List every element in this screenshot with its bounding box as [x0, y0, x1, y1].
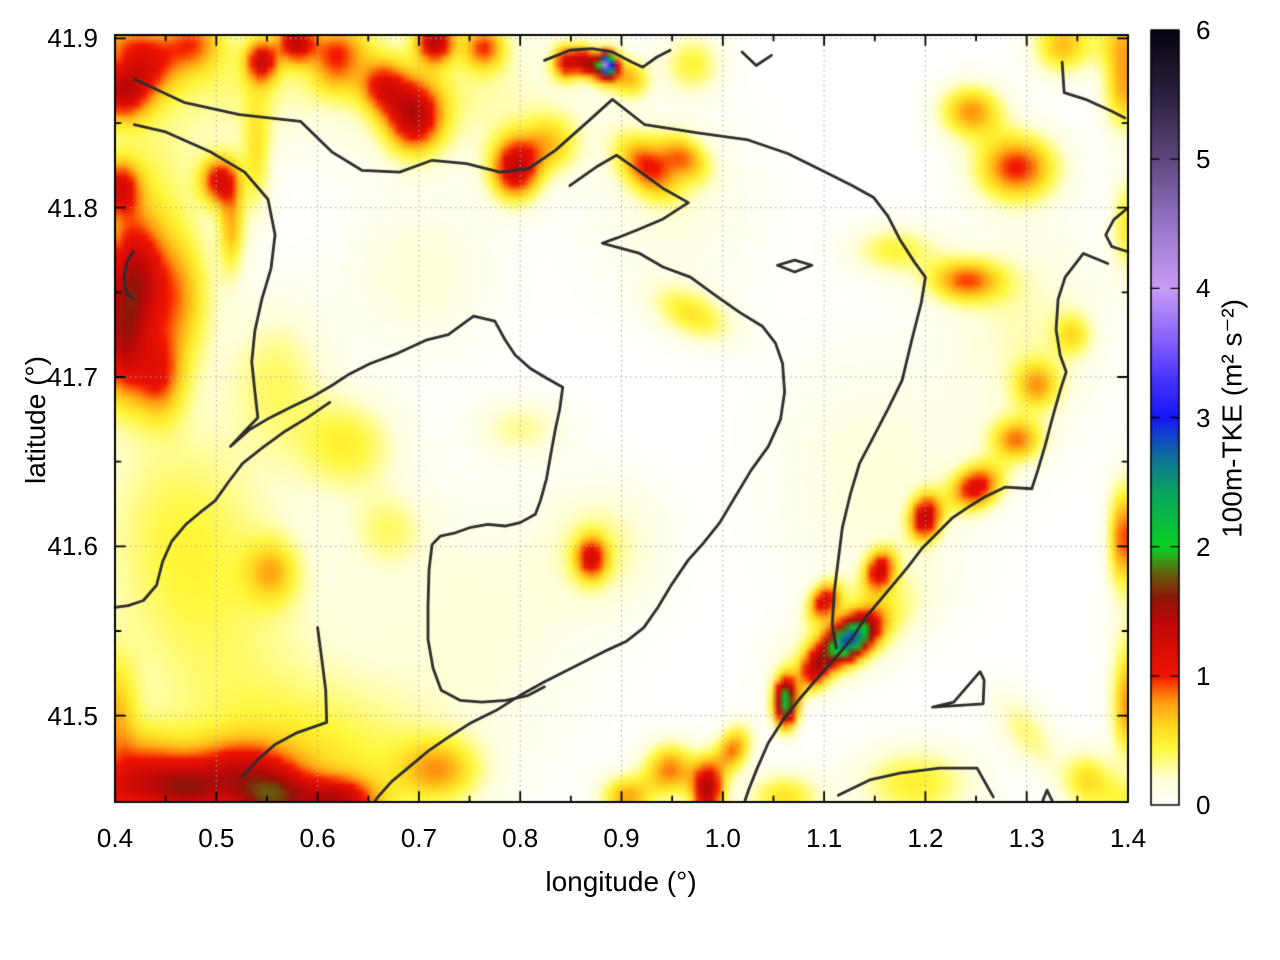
colorbar-tick-label: 6: [1196, 15, 1211, 45]
y-axis-title: latitude (°): [20, 356, 51, 484]
x-tick-label: 0.6: [299, 823, 336, 853]
x-tick-label: 0.8: [502, 823, 539, 853]
x-tick-label: 0.5: [198, 823, 235, 853]
x-tick-label: 1.4: [1109, 823, 1147, 853]
x-tick-label: 1.0: [704, 823, 741, 853]
y-tick-label: 41.8: [47, 192, 98, 223]
colorbar-tick-label: 5: [1196, 144, 1211, 175]
y-tick-label: 41.5: [47, 700, 98, 731]
x-tick-label: 1.1: [806, 823, 843, 853]
colorbar-tick-label: 1: [1196, 660, 1211, 691]
y-tick-label: 41.9: [47, 23, 98, 54]
colorbar-tick-label: 2: [1196, 531, 1211, 562]
colorbar-title: 100m-TKE (m² s⁻²): [1216, 299, 1248, 538]
x-tick-label: 0.9: [603, 823, 640, 853]
x-axis-title: longitude (°): [545, 866, 697, 897]
x-tick-label: 0.7: [400, 823, 437, 853]
x-tick-label: 0.4: [96, 823, 134, 853]
colorbar-tick-label: 4: [1196, 273, 1211, 304]
y-tick-label: 41.7: [47, 362, 98, 393]
colorbar-tick-label: 3: [1196, 402, 1211, 433]
x-tick-label: 1.2: [907, 823, 944, 853]
x-tick-label: 1.3: [1008, 823, 1045, 853]
colorbar-tick-label: 0: [1196, 790, 1211, 820]
y-tick-label: 41.6: [47, 531, 98, 562]
